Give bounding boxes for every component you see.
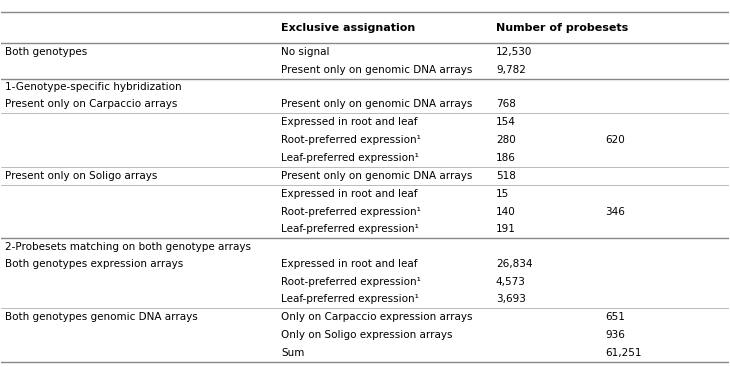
Text: Expressed in root and leaf: Expressed in root and leaf (281, 189, 418, 199)
Text: 12,530: 12,530 (496, 47, 532, 57)
Text: 191: 191 (496, 225, 516, 235)
Text: Leaf-preferred expression¹: Leaf-preferred expression¹ (281, 153, 419, 163)
Text: No signal: No signal (281, 47, 330, 57)
Text: 1-Genotype-specific hybridization: 1-Genotype-specific hybridization (5, 82, 182, 92)
Text: Only on Carpaccio expression arrays: Only on Carpaccio expression arrays (281, 312, 473, 322)
Text: 346: 346 (605, 207, 625, 217)
Text: Root-preferred expression¹: Root-preferred expression¹ (281, 207, 421, 217)
Text: 518: 518 (496, 171, 516, 181)
Text: Leaf-preferred expression¹: Leaf-preferred expression¹ (281, 225, 419, 235)
Text: 651: 651 (605, 312, 625, 322)
Text: Root-preferred expression¹: Root-preferred expression¹ (281, 135, 421, 145)
Text: 768: 768 (496, 99, 516, 109)
Text: Number of probesets: Number of probesets (496, 23, 628, 33)
Text: 936: 936 (605, 330, 625, 340)
Text: Present only on genomic DNA arrays: Present only on genomic DNA arrays (281, 171, 473, 181)
Text: Both genotypes: Both genotypes (5, 47, 88, 57)
Text: 186: 186 (496, 153, 516, 163)
Text: Exclusive assignation: Exclusive assignation (281, 23, 415, 33)
Text: Present only on genomic DNA arrays: Present only on genomic DNA arrays (281, 65, 473, 75)
Text: Present only on genomic DNA arrays: Present only on genomic DNA arrays (281, 99, 473, 109)
Text: 154: 154 (496, 117, 516, 127)
Text: 3,693: 3,693 (496, 294, 526, 305)
Text: Root-preferred expression¹: Root-preferred expression¹ (281, 277, 421, 287)
Text: 9,782: 9,782 (496, 65, 526, 75)
Text: Present only on Soligo arrays: Present only on Soligo arrays (5, 171, 158, 181)
Text: Sum: Sum (281, 348, 304, 358)
Text: 26,834: 26,834 (496, 259, 532, 269)
Text: 280: 280 (496, 135, 515, 145)
Text: 4,573: 4,573 (496, 277, 526, 287)
Text: 140: 140 (496, 207, 515, 217)
Text: 620: 620 (605, 135, 625, 145)
Text: Both genotypes genomic DNA arrays: Both genotypes genomic DNA arrays (5, 312, 198, 322)
Text: Leaf-preferred expression¹: Leaf-preferred expression¹ (281, 294, 419, 305)
Text: 2-Probesets matching on both genotype arrays: 2-Probesets matching on both genotype ar… (5, 241, 251, 251)
Text: 15: 15 (496, 189, 509, 199)
Text: Expressed in root and leaf: Expressed in root and leaf (281, 259, 418, 269)
Text: Expressed in root and leaf: Expressed in root and leaf (281, 117, 418, 127)
Text: Only on Soligo expression arrays: Only on Soligo expression arrays (281, 330, 453, 340)
Text: Present only on Carpaccio arrays: Present only on Carpaccio arrays (5, 99, 177, 109)
Text: Both genotypes expression arrays: Both genotypes expression arrays (5, 259, 183, 269)
Text: 61,251: 61,251 (605, 348, 642, 358)
